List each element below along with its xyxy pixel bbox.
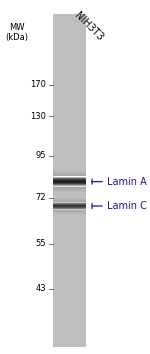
Bar [53,201,86,202]
Text: 72: 72 [35,193,46,202]
Bar [53,181,86,182]
Text: 55: 55 [35,239,46,248]
Bar [53,211,86,212]
Text: 170: 170 [30,80,46,90]
Bar [53,214,86,215]
Bar [53,200,86,201]
Bar [53,186,86,187]
Text: 43: 43 [35,284,46,293]
Bar [53,199,86,200]
Text: Lamin A: Lamin A [107,177,147,187]
Bar [53,178,86,179]
Bar [53,180,86,181]
Bar [53,184,86,185]
Text: MW
(kDa): MW (kDa) [5,23,28,42]
Bar [53,171,86,172]
Bar [53,172,86,173]
Bar [53,187,86,188]
Text: 95: 95 [35,151,46,160]
Text: 130: 130 [30,112,46,121]
Bar [53,176,86,177]
Bar [53,175,86,176]
Bar [53,174,86,175]
Bar [53,183,86,184]
Bar [53,179,86,180]
Text: Lamin C: Lamin C [107,201,147,211]
Text: NIH3T3: NIH3T3 [72,11,105,43]
Bar [53,189,86,190]
Bar [53,188,86,189]
Bar [53,212,86,213]
Bar [53,177,86,178]
Bar [53,213,86,214]
Bar [53,191,86,192]
Bar [53,210,86,211]
Bar [53,198,86,199]
Bar [53,182,86,183]
Bar [53,190,86,191]
Bar [53,173,86,174]
Bar [53,14,86,347]
